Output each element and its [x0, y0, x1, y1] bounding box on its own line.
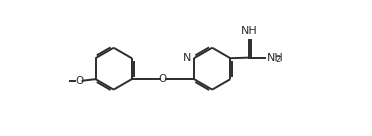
Text: O: O	[159, 74, 167, 84]
Text: NH: NH	[266, 53, 283, 63]
Text: NH: NH	[241, 26, 258, 36]
Text: N: N	[183, 53, 192, 63]
Text: O: O	[76, 76, 84, 86]
Text: 2: 2	[275, 55, 280, 64]
